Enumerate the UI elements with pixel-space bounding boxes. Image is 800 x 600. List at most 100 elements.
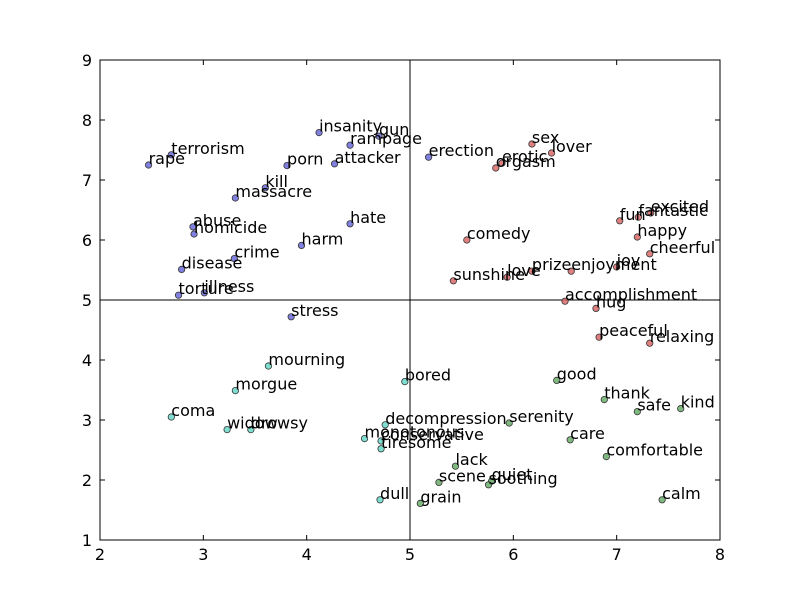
scatter-point bbox=[231, 386, 239, 395]
scatter-point bbox=[484, 481, 493, 489]
point-label: love bbox=[507, 261, 541, 280]
scatter-point bbox=[633, 407, 641, 416]
point-label: massacre bbox=[235, 182, 312, 201]
y-tick-label: 3 bbox=[82, 411, 92, 430]
point-label: disease bbox=[182, 253, 243, 272]
scatter-point bbox=[375, 132, 383, 140]
scatter-point bbox=[566, 436, 574, 444]
scatter-point bbox=[401, 377, 409, 386]
scatter-point bbox=[330, 160, 339, 168]
scatter-point bbox=[189, 223, 197, 231]
point-label: accomplishment bbox=[565, 285, 697, 304]
x-tick-label: 5 bbox=[405, 545, 415, 564]
scatter-point bbox=[528, 140, 536, 148]
point-label: fun bbox=[620, 205, 646, 224]
scatter-point bbox=[346, 141, 354, 149]
scatter-point bbox=[261, 184, 269, 192]
scatter-point bbox=[297, 241, 306, 249]
point-label: mourning bbox=[268, 350, 345, 369]
scatter-point bbox=[264, 362, 273, 370]
scatter-point bbox=[346, 220, 354, 228]
scatter-point bbox=[677, 404, 685, 413]
point-label: kind bbox=[681, 393, 715, 412]
point-label: comfortable bbox=[606, 441, 703, 460]
point-label: rampage bbox=[350, 129, 422, 148]
point-label: gun bbox=[379, 120, 409, 139]
point-label: comedy bbox=[467, 224, 531, 243]
point-label: good bbox=[557, 364, 597, 383]
point-label: stress bbox=[291, 301, 338, 320]
point-label: rape bbox=[149, 149, 185, 168]
point-label: safe bbox=[637, 396, 671, 415]
point-label: soothing bbox=[489, 469, 558, 488]
y-tick-label: 2 bbox=[82, 471, 92, 490]
scatter-point bbox=[377, 437, 385, 445]
point-label: happy bbox=[637, 221, 687, 240]
scatter-point bbox=[315, 129, 323, 137]
point-label: joy bbox=[616, 251, 641, 270]
points-layer bbox=[144, 129, 685, 507]
scatter-point bbox=[144, 161, 153, 169]
point-label: excited bbox=[651, 197, 709, 216]
scatter-point bbox=[647, 209, 655, 217]
scatter-point bbox=[416, 499, 424, 507]
point-label: quiet bbox=[492, 465, 533, 484]
scatter-point bbox=[167, 151, 175, 159]
point-label: coma bbox=[171, 401, 215, 420]
point-label: dull bbox=[380, 484, 409, 503]
y-tick-label: 1 bbox=[82, 531, 92, 550]
scatter-point bbox=[567, 267, 575, 275]
scatter-point bbox=[463, 236, 471, 244]
point-label: attacker bbox=[335, 148, 401, 167]
point-label: tiresome bbox=[381, 433, 451, 452]
point-label: prize bbox=[532, 255, 571, 274]
scatter-point bbox=[613, 263, 621, 271]
y-tick-label: 7 bbox=[82, 171, 92, 190]
scatter-point bbox=[505, 419, 513, 427]
scatter-point bbox=[167, 413, 175, 421]
x-tick-label: 2 bbox=[95, 545, 105, 564]
scatter-point bbox=[174, 291, 183, 299]
point-label: illness bbox=[204, 277, 254, 296]
point-label: serenity bbox=[509, 407, 574, 426]
y-tick-label: 8 bbox=[82, 111, 92, 130]
scatter-point bbox=[633, 233, 641, 241]
point-label: sex bbox=[532, 128, 559, 147]
point-label: fantastic bbox=[638, 201, 708, 220]
point-label: enjoyment bbox=[571, 255, 657, 274]
scatter-point bbox=[503, 273, 511, 281]
scatter-point bbox=[360, 434, 369, 443]
scatter-point bbox=[435, 478, 443, 486]
point-label: porn bbox=[287, 150, 323, 169]
scatter-point bbox=[200, 289, 208, 297]
scatter-point bbox=[381, 421, 389, 429]
point-label: sunshine bbox=[453, 265, 525, 284]
y-tick-label: 4 bbox=[82, 351, 92, 370]
point-label: orgasm bbox=[496, 152, 556, 171]
scatter-point bbox=[646, 339, 654, 347]
point-label: abuse bbox=[193, 211, 241, 230]
scatter-point bbox=[616, 217, 624, 225]
x-tick-label: 4 bbox=[302, 545, 312, 564]
point-label: hug bbox=[596, 292, 626, 311]
y-tick-label: 6 bbox=[82, 231, 92, 250]
scatter-point bbox=[230, 255, 238, 263]
scatter-point bbox=[451, 462, 460, 470]
scatter-point bbox=[528, 267, 536, 275]
scatter-point bbox=[602, 452, 610, 461]
scatter-point bbox=[646, 250, 654, 258]
scatter-point bbox=[595, 333, 603, 341]
scatter-point bbox=[658, 496, 666, 504]
point-label: peaceful bbox=[599, 321, 668, 340]
point-label: crime bbox=[234, 243, 279, 262]
scatter-point bbox=[492, 164, 500, 172]
point-label: bored bbox=[405, 366, 451, 385]
scatter-point bbox=[223, 425, 231, 434]
point-label: torture bbox=[179, 279, 234, 298]
point-label: erotic bbox=[502, 147, 547, 166]
point-label: homicide bbox=[194, 218, 267, 237]
point-label: drowsy bbox=[251, 414, 308, 433]
point-label: insanity bbox=[319, 117, 382, 136]
